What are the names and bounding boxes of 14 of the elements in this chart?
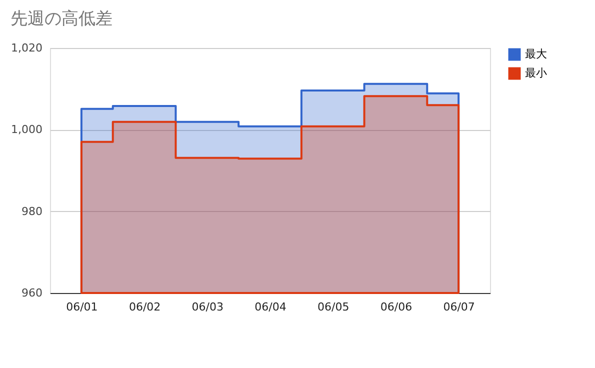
y-tick-label: 980 xyxy=(22,204,42,218)
legend-label: 最小 xyxy=(525,66,547,80)
x-tick-label: 06/05 xyxy=(318,300,350,314)
legend-label: 最大 xyxy=(525,48,547,60)
x-tick-label: 06/03 xyxy=(192,300,224,314)
x-tick-label: 06/06 xyxy=(380,300,412,314)
y-tick-label: 1,020 xyxy=(11,42,42,54)
x-tick-label: 06/04 xyxy=(254,300,286,314)
x-tick-label: 06/01 xyxy=(66,300,98,314)
y-tick-label: 960 xyxy=(22,286,42,300)
x-tick-label: 06/07 xyxy=(443,300,475,314)
x-tick-label: 06/02 xyxy=(128,300,161,314)
y-tick-label: 1,000 xyxy=(11,123,42,136)
chart-title: 先週の高低差 xyxy=(10,9,113,29)
